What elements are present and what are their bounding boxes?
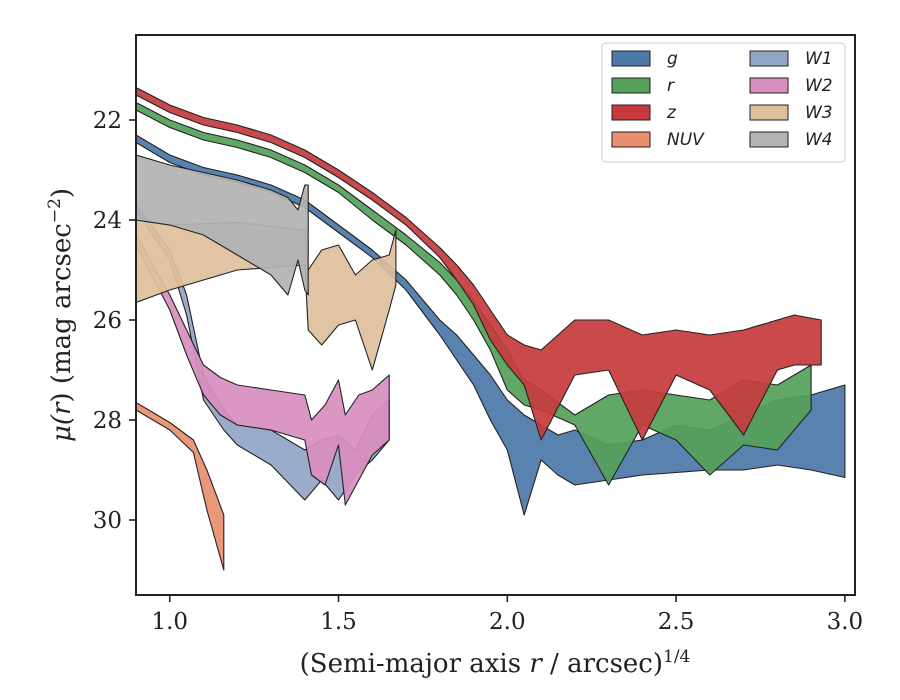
y-axis: 22 24 26 28 30 — [93, 108, 136, 534]
legend-label-w1: W1 — [805, 49, 833, 69]
legend-swatch-w4 — [749, 131, 789, 148]
y-tick-label: 28 — [93, 408, 122, 434]
plot-frame — [135, 34, 856, 596]
legend-label-g: g — [667, 49, 678, 69]
legend-label-r: r — [667, 76, 675, 96]
x-tick-label: 2.5 — [658, 609, 695, 635]
legend-swatch-w1 — [749, 50, 789, 67]
x-axis-label: (Semi-major axis r / arcsec)1/4 — [300, 647, 691, 679]
x-tick-label: 3.0 — [827, 609, 864, 635]
legend: grz NUV W1 W2 W3 W4 — [601, 42, 846, 163]
series-band-z — [136, 86, 822, 441]
series-band-nuv — [136, 401, 225, 571]
x-tick-label: 1.0 — [151, 609, 188, 635]
x-axis: 1.0 1.5 2.0 2.5 3.0 — [151, 595, 863, 635]
legend-label-nuv: NUV — [667, 130, 705, 150]
y-tick-label: 22 — [93, 108, 122, 134]
x-tick-label: 1.5 — [320, 609, 357, 635]
legend-swatch-g — [611, 50, 651, 67]
legend-label-w3: W3 — [805, 103, 833, 123]
y-axis-label: μ(r) (mag arcsec−2) — [45, 188, 77, 442]
legend-swatch-r — [611, 77, 651, 94]
x-tick-label: 2.0 — [489, 609, 526, 635]
series-band-w2 — [136, 234, 390, 506]
legend-swatch-w2 — [749, 77, 789, 94]
y-tick-label: 24 — [93, 208, 122, 234]
legend-label-z: z — [666, 103, 677, 123]
series-band-r — [136, 101, 812, 486]
y-tick-label: 30 — [93, 508, 122, 534]
legend-swatch-nuv — [611, 131, 651, 148]
legend-label-w4: W4 — [805, 130, 833, 150]
legend-swatch-w3 — [749, 104, 789, 121]
y-tick-label: 26 — [93, 308, 122, 334]
series-band-w4 — [136, 154, 309, 296]
series-layer — [136, 86, 846, 571]
legend-swatch-z — [611, 104, 651, 121]
legend-label-w2: W2 — [805, 76, 833, 96]
